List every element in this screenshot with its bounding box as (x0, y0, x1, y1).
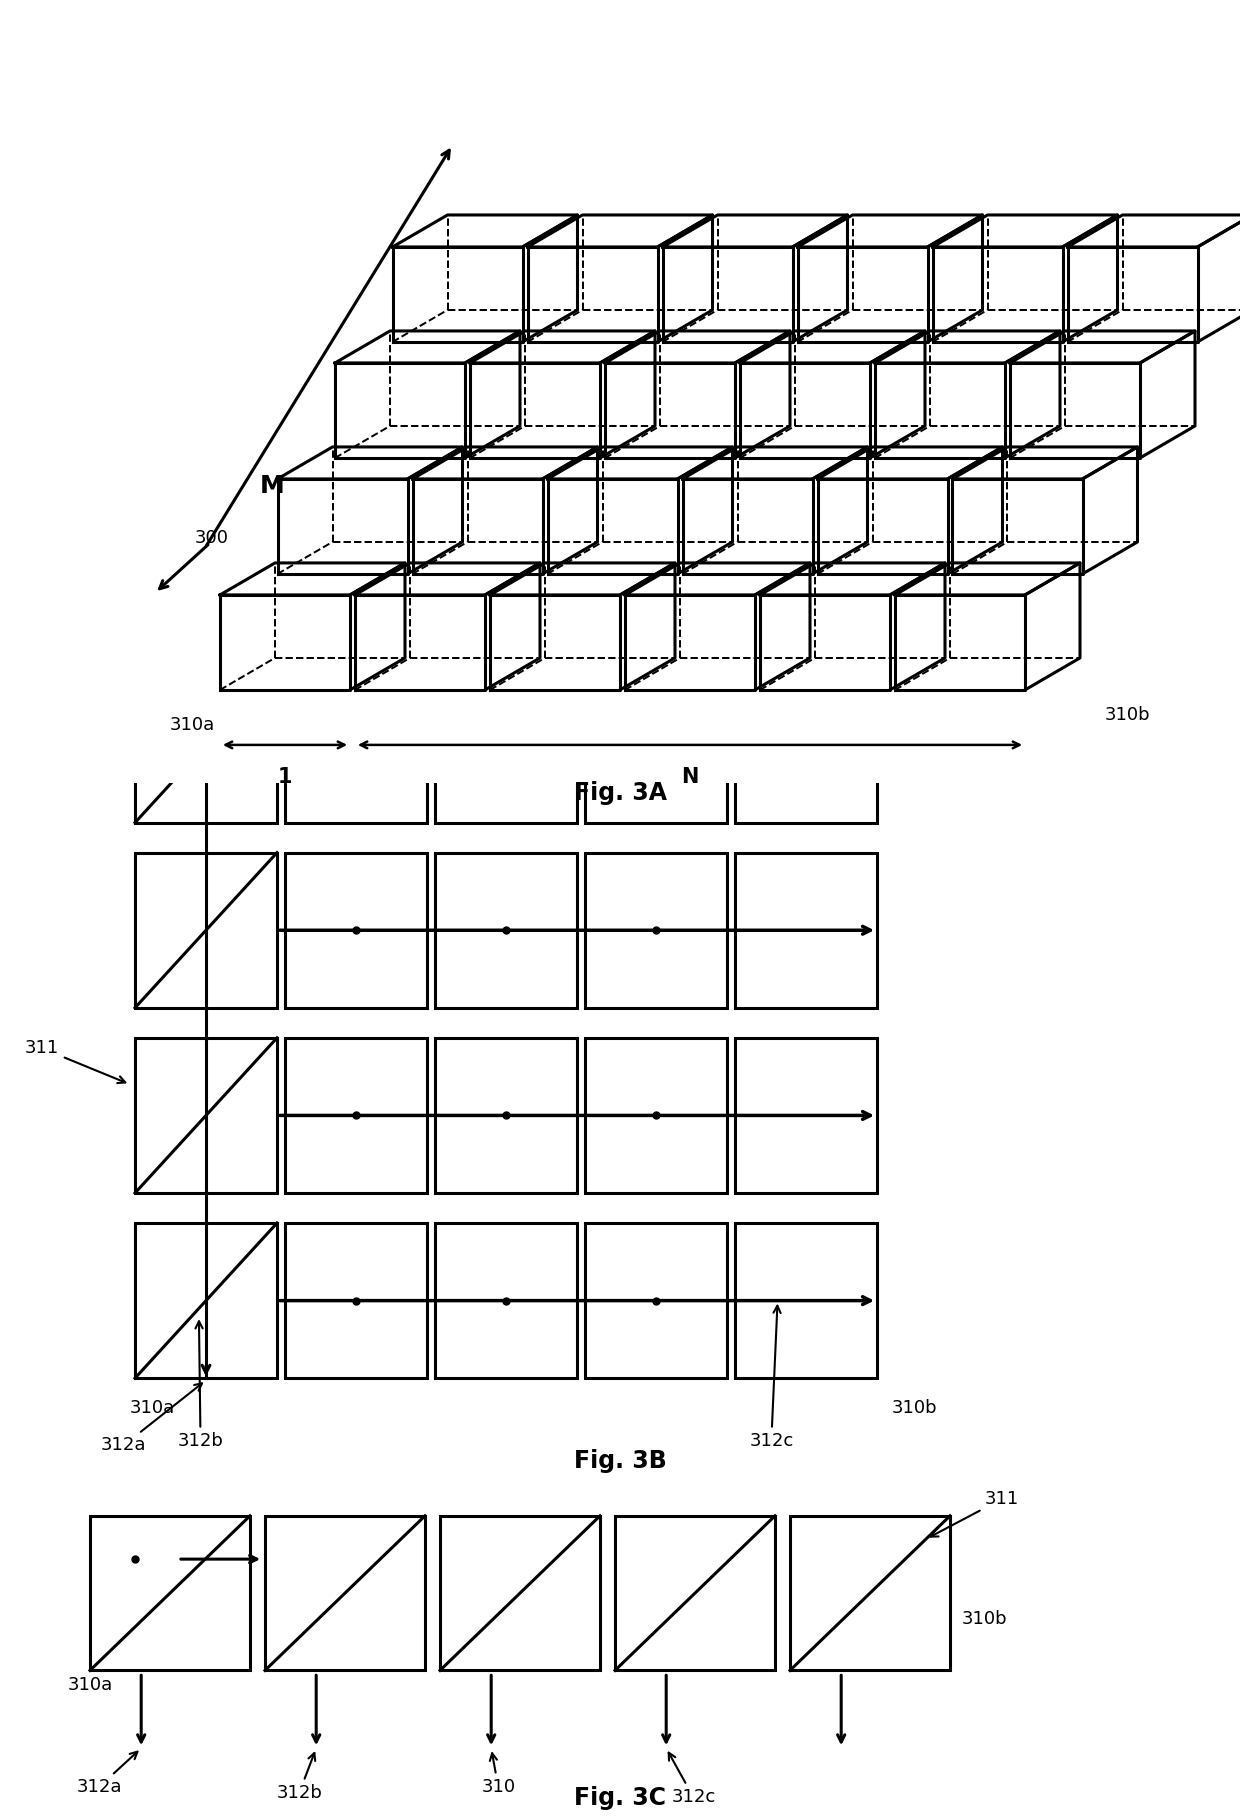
Bar (435, 852, 577, 1008)
Text: 312b: 312b (277, 1753, 322, 1802)
Bar (435, 668, 577, 823)
Bar (735, 1037, 877, 1194)
Text: 310: 310 (481, 1753, 516, 1796)
Bar (585, 1037, 727, 1194)
Bar (735, 668, 877, 823)
Text: 312a: 312a (100, 1383, 202, 1454)
Bar (440, 1516, 600, 1671)
Text: Fig. 3A: Fig. 3A (573, 781, 667, 804)
Bar (735, 852, 877, 1008)
Text: 311: 311 (930, 1491, 1019, 1536)
Text: 312c: 312c (668, 1753, 715, 1805)
Text: 310a: 310a (67, 1676, 113, 1694)
Bar (285, 1223, 427, 1378)
Text: Fig. 3C: Fig. 3C (574, 1785, 666, 1811)
Text: 311: 311 (25, 1039, 125, 1083)
Text: 312c: 312c (749, 1305, 794, 1451)
Bar (135, 852, 277, 1008)
Bar (735, 1223, 877, 1378)
Text: 310b: 310b (1105, 706, 1151, 724)
Bar (135, 668, 277, 823)
Bar (585, 668, 727, 823)
Bar (91, 1516, 250, 1671)
Bar (435, 1223, 577, 1378)
Bar (585, 1223, 727, 1378)
Bar (135, 1037, 277, 1194)
Text: 310b: 310b (962, 1611, 1008, 1629)
Text: 310b: 310b (892, 1400, 937, 1418)
Bar (615, 1516, 775, 1671)
Text: 1: 1 (278, 766, 293, 786)
Text: M: M (260, 473, 285, 499)
Bar (265, 1516, 425, 1671)
Text: Fig. 3B: Fig. 3B (574, 1449, 666, 1472)
Text: 310a: 310a (170, 715, 216, 733)
Bar (285, 852, 427, 1008)
Text: N: N (681, 766, 698, 786)
Bar (135, 1223, 277, 1378)
Text: 312a: 312a (76, 1751, 138, 1796)
Bar (790, 1516, 950, 1671)
Bar (285, 1037, 427, 1194)
Text: 310a: 310a (130, 1400, 175, 1418)
Text: 312b: 312b (177, 1321, 223, 1451)
Text: 300: 300 (195, 530, 229, 548)
Bar (285, 668, 427, 823)
Bar (435, 1037, 577, 1194)
Bar (585, 852, 727, 1008)
